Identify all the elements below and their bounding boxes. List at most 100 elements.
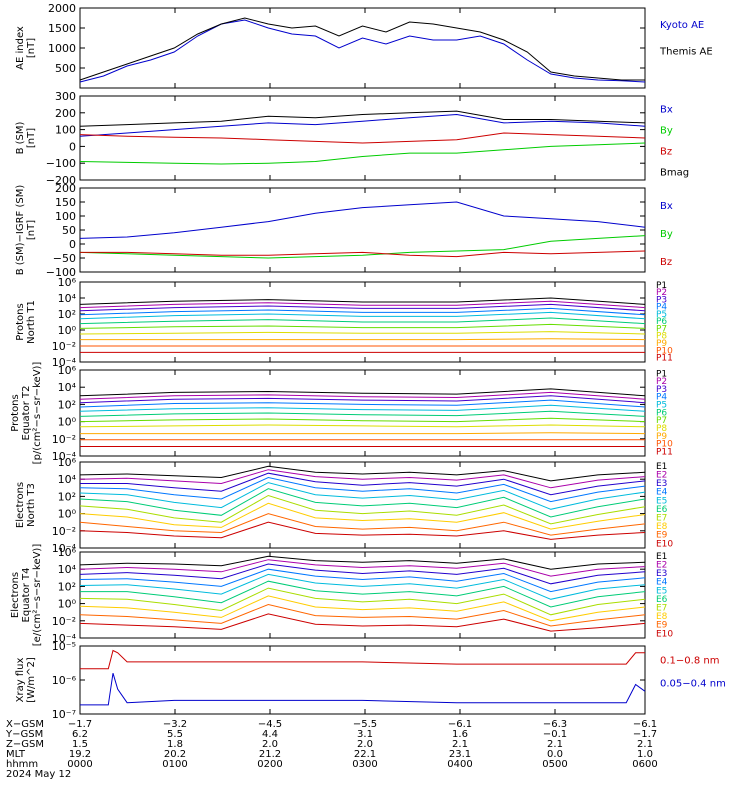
series-line <box>79 555 646 570</box>
series-line <box>79 201 646 239</box>
series-line <box>79 317 646 325</box>
info-value: −1.7 <box>632 729 658 740</box>
info-value: −5.5 <box>352 719 378 730</box>
legend-label: Bx <box>660 105 673 116</box>
legend-label: P9 <box>656 432 667 442</box>
y-axis-label: Electrons <box>15 482 26 528</box>
info-row-label: X−GSM <box>6 719 44 730</box>
y-tick-label: 10² <box>58 308 76 321</box>
series-line <box>79 323 646 329</box>
info-value: 0100 <box>162 759 188 770</box>
y-tick-label: 10⁻² <box>52 615 76 628</box>
series-line <box>79 391 646 400</box>
series-line <box>79 300 646 309</box>
legend-label: By <box>660 229 673 240</box>
info-row-label: Y−GSM <box>6 729 44 740</box>
info-value: −3.2 <box>162 719 188 730</box>
y-tick-label: 10² <box>58 490 76 503</box>
y-axis-label: Xray flux <box>15 658 26 703</box>
panel-frame <box>79 551 646 639</box>
series-line <box>79 502 646 530</box>
series-line <box>79 488 646 518</box>
y-tick-label: 100 <box>55 210 76 223</box>
legend-label: E9 <box>656 531 668 541</box>
legend-label: E7 <box>656 513 667 523</box>
legend-label: Bz <box>660 257 672 268</box>
y-axis-label: [nT] <box>26 220 37 240</box>
info-value: 2.1 <box>547 739 563 750</box>
y-axis-label: Protons <box>10 394 21 431</box>
legend-label: P4 <box>656 303 667 313</box>
info-value: 1.0 <box>637 749 653 760</box>
y-tick-label: 10⁶ <box>58 456 77 469</box>
panel-frame <box>79 369 646 457</box>
y-tick-label: 100 <box>55 124 76 137</box>
panel-5: 10⁶ 10⁴ 10² 10⁰ 10⁻² 10⁻⁴ Protons Equator T2 [p/… <box>10 362 673 465</box>
series-line <box>80 580 646 608</box>
y-axis-label: [nT] <box>26 128 37 148</box>
panel-frame <box>79 95 646 181</box>
info-value: −6.3 <box>542 719 568 730</box>
legend-label: By <box>660 126 673 137</box>
y-tick-label: 10⁻⁴ <box>52 542 77 555</box>
legend-label: P8 <box>656 332 667 342</box>
info-value: 4.4 <box>262 729 278 740</box>
legend-label: P7 <box>656 324 667 334</box>
date-label: 2024 May 12 <box>6 769 72 780</box>
y-tick-label: 50 <box>62 224 76 237</box>
y-tick-label: 150 <box>55 196 76 209</box>
y-tick-label: 10⁶ <box>58 276 77 289</box>
series-line <box>79 311 646 320</box>
y-axis-label: Equator T2 <box>21 386 32 441</box>
info-value: 2.1 <box>452 739 468 750</box>
y-tick-label: 10⁻⁷ <box>52 708 76 721</box>
series-line <box>79 587 646 616</box>
y-tick-label: 10⁻⁴ <box>52 450 77 463</box>
y-tick-label: 10⁴ <box>58 473 77 486</box>
y-axis-label: B (SM)−IGRF (SM) <box>15 185 26 276</box>
legend-label: Themis AE <box>659 47 713 58</box>
legend-label: P10 <box>656 346 673 356</box>
legend-label: E1 <box>656 462 667 472</box>
info-value: 1.5 <box>72 739 88 750</box>
info-value: 1.6 <box>452 729 468 740</box>
y-axis-label: [p/(cm²−s−sr−keV)] <box>32 362 43 465</box>
series-line <box>79 494 646 525</box>
info-value: 0600 <box>632 759 658 770</box>
legend-label: P6 <box>656 408 667 418</box>
info-value: 0500 <box>542 759 568 770</box>
series-line <box>79 482 646 510</box>
legend-label: E8 <box>656 522 668 532</box>
y-tick-label: 10⁻² <box>52 340 76 353</box>
info-value: −0.1 <box>542 729 568 740</box>
info-value: −6.1 <box>632 719 658 730</box>
series-line <box>79 563 646 585</box>
series-line <box>79 399 646 408</box>
info-value: 21.2 <box>258 749 282 760</box>
y-tick-label: −50 <box>53 252 76 265</box>
y-axis-label: B (SM) <box>15 121 26 154</box>
legend-label: E2 <box>656 470 667 480</box>
legend-label: E4 <box>656 578 668 588</box>
series-line <box>79 595 646 622</box>
series-line <box>79 410 646 417</box>
info-row-label: Z−GSM <box>6 739 44 750</box>
y-axis-label: North T3 <box>26 483 37 527</box>
series-line <box>79 404 646 412</box>
legend-label: E3 <box>656 479 667 489</box>
y-tick-label: 10⁴ <box>58 381 77 394</box>
series-line <box>79 331 646 335</box>
y-tick-label: 10⁰ <box>58 416 77 429</box>
legend-label: P4 <box>656 393 667 403</box>
legend-label: P6 <box>656 317 667 327</box>
series-line <box>79 559 646 577</box>
legend-label: E10 <box>656 629 673 639</box>
y-tick-label: 10⁶ <box>58 364 77 377</box>
legend-label: Bz <box>660 147 672 158</box>
legend-label: E7 <box>656 603 667 613</box>
y-tick-label: 10⁻⁵ <box>52 640 76 653</box>
y-axis-label: Protons <box>15 303 26 340</box>
info-value: 19.2 <box>68 749 92 760</box>
series-line <box>79 513 646 536</box>
